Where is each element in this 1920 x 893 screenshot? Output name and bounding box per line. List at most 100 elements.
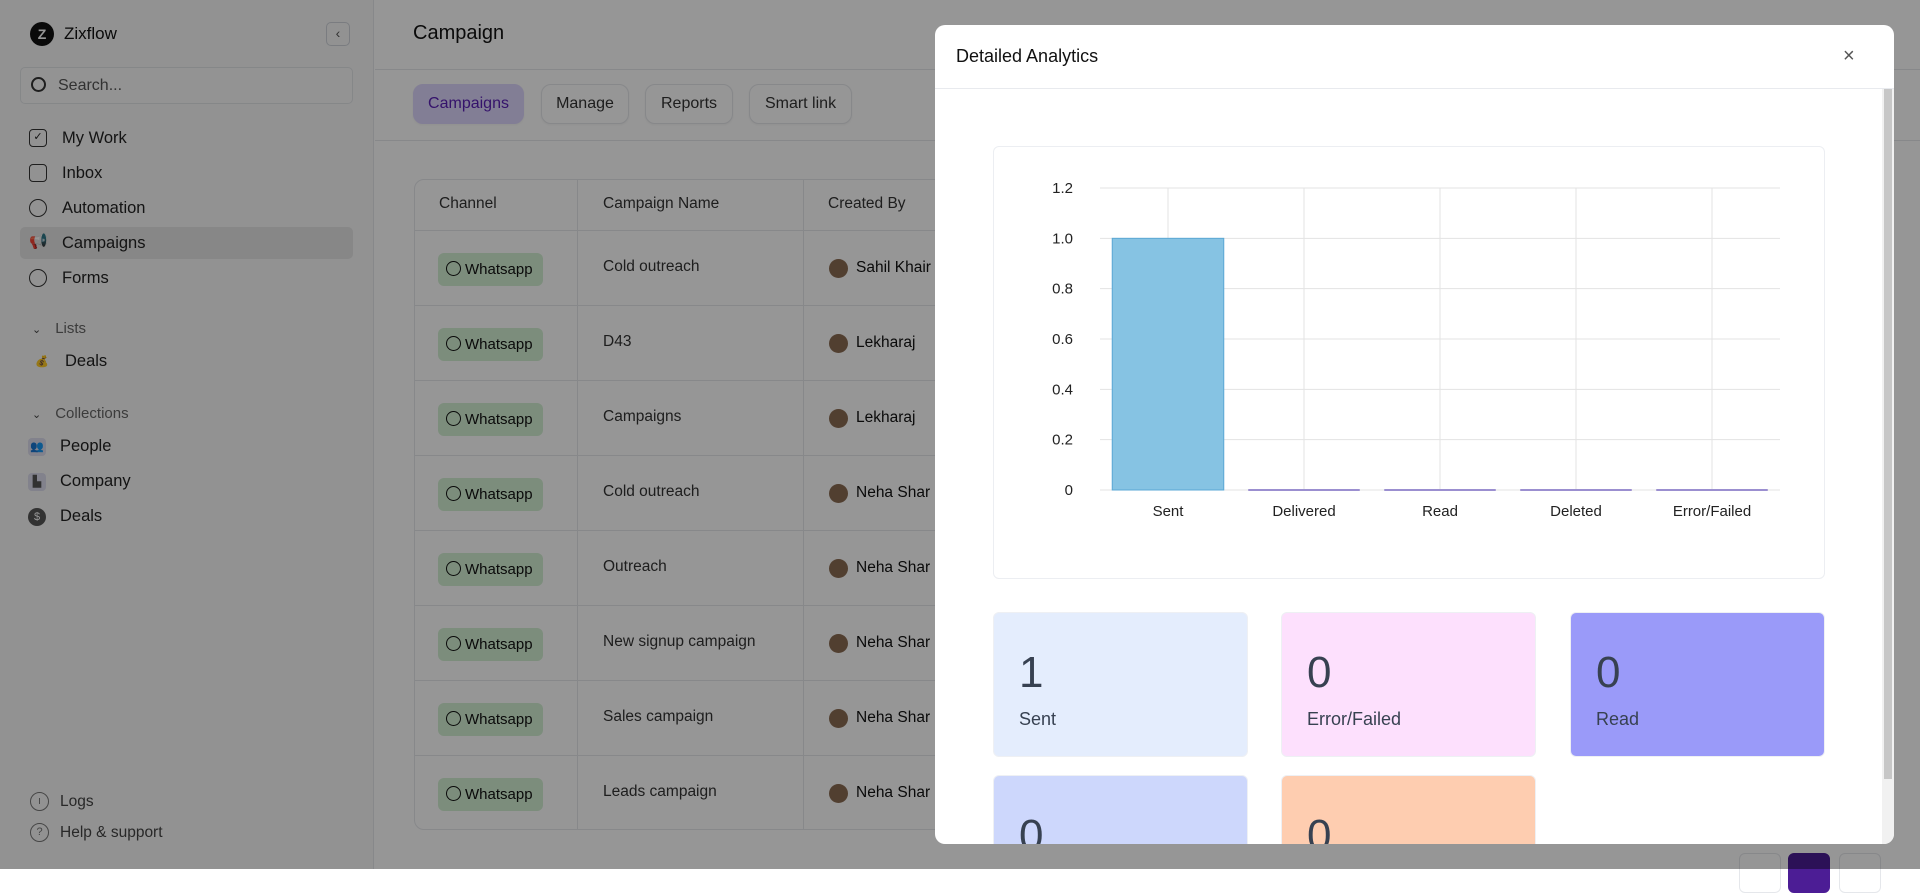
avatar — [829, 409, 848, 428]
creator-name: Neha Shar — [856, 559, 931, 576]
created-by-cell: Neha Shar — [803, 606, 1203, 681]
sidebar-item-inbox[interactable]: Inbox — [20, 157, 353, 189]
sidebar-item-label: Inbox — [62, 164, 103, 182]
tab-smart-link[interactable]: Smart link — [749, 84, 852, 124]
campaign-name[interactable]: Cold outreach — [603, 483, 700, 500]
stat-label: Sent — [1019, 709, 1057, 729]
sidebar: Z Zixflow ‹ Search... ✓ My Work Inbox Aut… — [0, 0, 374, 869]
creator-name: Neha Shar — [856, 784, 931, 801]
campaign-name[interactable]: Leads campaign — [603, 783, 717, 800]
column-header-campaign-name[interactable]: Campaign Name — [603, 195, 720, 212]
sidebar-item-forms[interactable]: Forms — [20, 262, 353, 294]
channel-label: Whatsapp — [465, 411, 533, 428]
whatsapp-icon — [446, 261, 461, 276]
tab-manage[interactable]: Manage — [541, 84, 629, 124]
modal-scrollbar-thumb[interactable] — [1884, 89, 1892, 779]
close-icon[interactable]: × — [1843, 45, 1855, 67]
created-by-cell: Sahil Khair — [803, 231, 1203, 306]
tab-reports[interactable]: Reports — [645, 84, 733, 124]
search-icon — [31, 77, 46, 92]
collection-item-label: Company — [60, 472, 131, 490]
footer-label: Logs — [60, 793, 94, 810]
chevron-down-icon: ⌄ — [32, 324, 42, 336]
created-by-cell: Neha Shar — [803, 456, 1203, 531]
lightbulb-icon — [29, 199, 47, 217]
y-tick-label: 0.8 — [1052, 281, 1073, 298]
clock-icon: ı — [30, 792, 49, 811]
channel-badge: Whatsapp — [438, 628, 543, 661]
bar-sent — [1111, 237, 1225, 491]
chevron-down-icon: ⌄ — [32, 409, 42, 421]
sidebar-item-my-work[interactable]: ✓ My Work — [20, 122, 353, 154]
x-tick-label: Error/Failed — [1673, 503, 1751, 520]
y-tick-label: 1.2 — [1052, 180, 1073, 197]
avatar — [829, 559, 848, 578]
created-by-cell: Neha Shar — [803, 681, 1203, 756]
list-item-label: Deals — [65, 352, 108, 370]
people-icon: 👥 — [28, 438, 46, 456]
avatar — [829, 334, 848, 353]
avatar — [829, 484, 848, 503]
avatar — [829, 259, 848, 278]
stat-card-read: 0 Read — [1570, 612, 1825, 757]
column-divider — [803, 180, 804, 829]
column-header-channel[interactable]: Channel — [439, 195, 497, 212]
sidebar-item-campaigns[interactable]: 📢 Campaigns — [20, 227, 353, 259]
collapse-sidebar-button[interactable]: ‹ — [326, 22, 350, 46]
x-tick-label: Sent — [1153, 503, 1185, 520]
sidebar-item-label: My Work — [62, 129, 127, 147]
creator-name: Neha Shar — [856, 709, 931, 726]
collections-section-toggle[interactable]: ⌄ Collections — [32, 405, 129, 422]
campaign-name[interactable]: Sales campaign — [603, 708, 714, 725]
bar-chart: 0 0.2 0.4 0.6 0.8 1.0 1.2 Sent Delivered Read Dele… — [1052, 180, 1780, 520]
whatsapp-icon — [446, 336, 461, 351]
creator-name: Lekharaj — [856, 409, 916, 426]
creator-name: Sahil Khair — [856, 259, 931, 276]
sidebar-item-label: Forms — [62, 269, 109, 287]
section-label: Collections — [55, 405, 129, 422]
campaign-name[interactable]: D43 — [603, 333, 632, 350]
y-tick-label: 0.4 — [1052, 381, 1073, 398]
search-input[interactable]: Search... — [20, 67, 353, 104]
sidebar-item-automation[interactable]: Automation — [20, 192, 353, 224]
channel-badge: Whatsapp — [438, 478, 543, 511]
tab-campaigns[interactable]: Campaigns — [413, 84, 524, 124]
section-label: Lists — [55, 320, 87, 337]
question-icon: ? — [30, 823, 49, 842]
dollar-icon: $ — [28, 508, 46, 526]
footer-label: Help & support — [60, 824, 163, 841]
collection-item-label: People — [60, 437, 112, 455]
y-tick-label: 0.2 — [1052, 432, 1073, 449]
channel-label: Whatsapp — [465, 711, 533, 728]
whatsapp-icon — [446, 711, 461, 726]
campaign-name[interactable]: Outreach — [603, 558, 667, 575]
whatsapp-icon — [446, 486, 461, 501]
stat-card-sent: 1 Sent — [993, 612, 1248, 757]
campaign-name[interactable]: Cold outreach — [603, 258, 700, 275]
table-row[interactable]: Whatsapp New signup campaign Neha Shar — [415, 605, 1613, 681]
created-by-cell: Lekharaj — [803, 381, 1203, 456]
column-header-created-by[interactable]: Created By — [828, 195, 906, 212]
y-tick-label: 1.0 — [1052, 230, 1073, 247]
chart-card: 0 0.2 0.4 0.6 0.8 1.0 1.2 Sent Delivered Read Dele… — [993, 146, 1825, 579]
campaign-name[interactable]: New signup campaign — [603, 633, 756, 650]
stat-card: 0 — [1281, 775, 1536, 844]
column-divider — [577, 180, 578, 829]
brand-name: Zixflow — [64, 24, 117, 43]
lists-section-toggle[interactable]: ⌄ Lists — [32, 320, 86, 337]
stat-value: 0 — [1307, 811, 1332, 844]
x-tick-label: Delivered — [1272, 503, 1335, 520]
created-by-cell: Lekharaj — [803, 306, 1203, 381]
channel-label: Whatsapp — [465, 336, 533, 353]
avatar — [829, 784, 848, 803]
stat-label: Error/Failed — [1307, 709, 1402, 729]
campaign-name[interactable]: Campaigns — [603, 408, 682, 425]
whatsapp-icon — [446, 561, 461, 576]
x-tick-label: Deleted — [1550, 503, 1602, 520]
search-placeholder: Search... — [58, 77, 123, 94]
inbox-icon — [29, 164, 47, 182]
detailed-analytics-modal: Detailed Analytics × 0 0.2 0.4 0.6 0.8 1.0 1.2… — [935, 25, 1894, 844]
whatsapp-icon — [446, 411, 461, 426]
whatsapp-icon — [446, 636, 461, 651]
creator-name: Neha Shar — [856, 484, 931, 501]
